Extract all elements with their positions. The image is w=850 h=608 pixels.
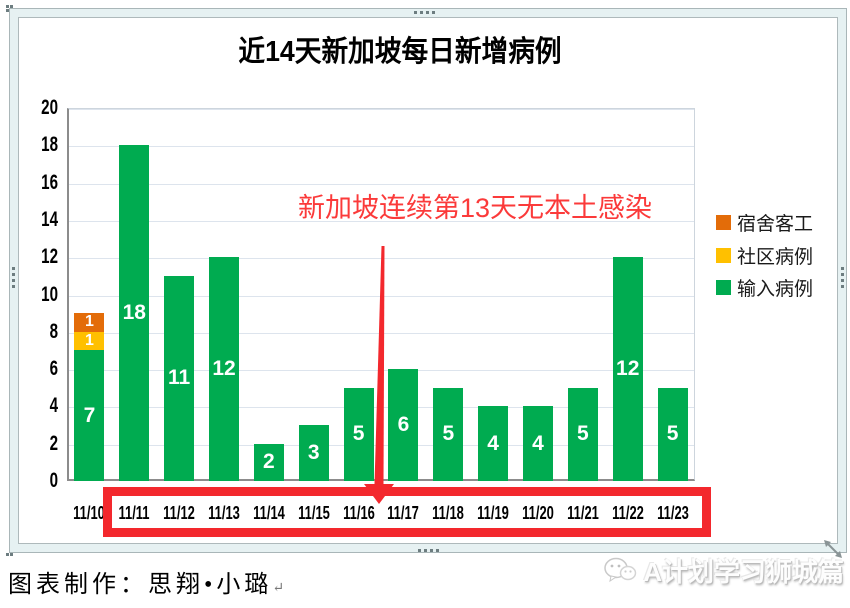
plot-area [67, 108, 695, 481]
y-axis-tick-label: 12 [41, 245, 58, 269]
gridline [69, 183, 694, 185]
bar-value-label: 6 [397, 412, 410, 436]
bar-value-label: 12 [212, 356, 236, 380]
watermark: A计划学习狮城篇 [603, 552, 844, 589]
bar-value-label: 11 [168, 366, 191, 390]
caption-text: 图表制作：思翔•小璐 [8, 572, 273, 598]
bar-segment-输入病例 [164, 275, 195, 481]
bar-segment-输入病例 [388, 369, 419, 481]
gridline [69, 444, 694, 446]
x-axis-tick-label: 11/22 [611, 503, 644, 523]
bar-segment-输入病例 [433, 387, 464, 481]
y-axis-tick-label: 14 [41, 207, 58, 231]
x-axis-tick-label: 11/17 [387, 503, 420, 523]
wechat-icon [604, 557, 637, 582]
gridline [69, 295, 694, 297]
legend-label: 输入病例 [737, 279, 814, 300]
bar-segment-输入病例 [612, 257, 643, 481]
bar-value-label: 7 [83, 403, 96, 427]
selection-handle-top-left-icon[interactable] [6, 5, 13, 12]
bar-segment-输入病例 [478, 406, 509, 481]
bar-segment-宿舍客工 [74, 313, 105, 332]
x-axis-tick-label: 11/23 [656, 503, 689, 523]
bar-segment-输入病例 [523, 406, 553, 481]
y-axis-tick-label: 18 [41, 133, 58, 157]
selection-handle-left-icon[interactable] [12, 267, 15, 288]
selection-handle-top-icon[interactable] [414, 11, 435, 14]
gridline [69, 109, 694, 110]
y-axis-tick-label: 8 [49, 319, 58, 343]
bar-value-label: 18 [122, 300, 146, 324]
bar-value-label: 1 [84, 313, 94, 331]
x-axis-tick-label: 11/10 [73, 503, 106, 523]
selection-handle-bottom-left-icon[interactable] [6, 549, 13, 556]
x-axis-tick-label: 11/19 [477, 503, 510, 523]
legend-item-宿舍客工[interactable]: 宿舍客工 [716, 209, 813, 236]
bar-value-label: 5 [352, 422, 365, 446]
paragraph-mark: ↵ [272, 581, 285, 596]
y-axis-tick-label: 10 [41, 282, 58, 306]
gridline [69, 258, 694, 260]
selection-handle-bottom-icon[interactable] [418, 549, 439, 552]
x-axis-tick-label: 11/11 [118, 503, 150, 523]
y-axis-tick-label: 20 [41, 96, 58, 119]
bar-value-label: 4 [487, 431, 499, 455]
y-axis-tick-label: 0 [49, 469, 58, 492]
y-axis-tick-label: 6 [49, 357, 58, 381]
y-axis-tick-label: 2 [49, 431, 58, 455]
bar-value-label: 5 [577, 422, 589, 446]
x-axis-tick-label: 11/15 [297, 503, 330, 523]
legend-item-输入病例[interactable]: 输入病例 [716, 274, 813, 301]
bar-value-label: 4 [532, 431, 544, 455]
x-axis-tick-label: 11/21 [566, 503, 599, 523]
bar-segment-输入病例 [74, 350, 105, 481]
bar-segment-输入病例 [253, 443, 284, 481]
x-axis-tick-label: 11/16 [342, 503, 375, 523]
bar-value-label: 5 [666, 422, 679, 446]
chart-title: 近14天新加坡每日新增病例 [238, 36, 562, 68]
bar-segment-社区病例 [74, 331, 105, 351]
x-axis-tick-label: 11/13 [208, 503, 240, 523]
bar-segment-输入病例 [657, 387, 688, 481]
selection-handle-right-icon[interactable] [841, 267, 844, 288]
legend-swatch-icon [716, 280, 731, 295]
bar-segment-输入病例 [209, 257, 239, 481]
legend-item-社区病例[interactable]: 社区病例 [716, 242, 813, 269]
bar-segment-输入病例 [119, 145, 150, 481]
gridline [69, 146, 694, 148]
legend-label: 宿舍客工 [737, 214, 814, 235]
bar-segment-输入病例 [567, 387, 598, 481]
x-axis-tick-label: 11/12 [163, 503, 196, 523]
bar-value-label: 2 [263, 450, 275, 474]
gridline [69, 407, 694, 409]
legend-label: 社区病例 [737, 246, 814, 268]
bar-value-label: 12 [616, 356, 640, 380]
x-axis-tick-label: 11/18 [432, 503, 465, 523]
y-axis-tick-label: 4 [49, 394, 58, 418]
highlight-box [103, 487, 711, 537]
bar-segment-输入病例 [298, 425, 329, 481]
resize-cursor-icon [824, 540, 842, 558]
x-axis-tick-label: 11/14 [252, 503, 285, 523]
y-axis-tick-label: 16 [41, 170, 58, 194]
legend-swatch-icon [716, 215, 731, 230]
chart-credit-caption: 图表制作：思翔•小璐↵ [8, 564, 284, 599]
annotation-text: 新加坡连续第13天无本土感染 [297, 193, 653, 223]
x-axis-tick-label: 11/20 [522, 503, 554, 523]
bar-value-label: 3 [307, 440, 320, 464]
bar-value-label: 5 [442, 422, 455, 446]
watermark-text: A计划学习狮城篇 [643, 557, 844, 587]
legend-swatch-icon [716, 247, 731, 263]
bar-value-label: 1 [84, 331, 94, 349]
gridline [69, 370, 694, 372]
gridline [69, 220, 694, 222]
gridline [69, 332, 694, 334]
bar-segment-输入病例 [343, 387, 374, 481]
chart-canvas [18, 17, 838, 544]
